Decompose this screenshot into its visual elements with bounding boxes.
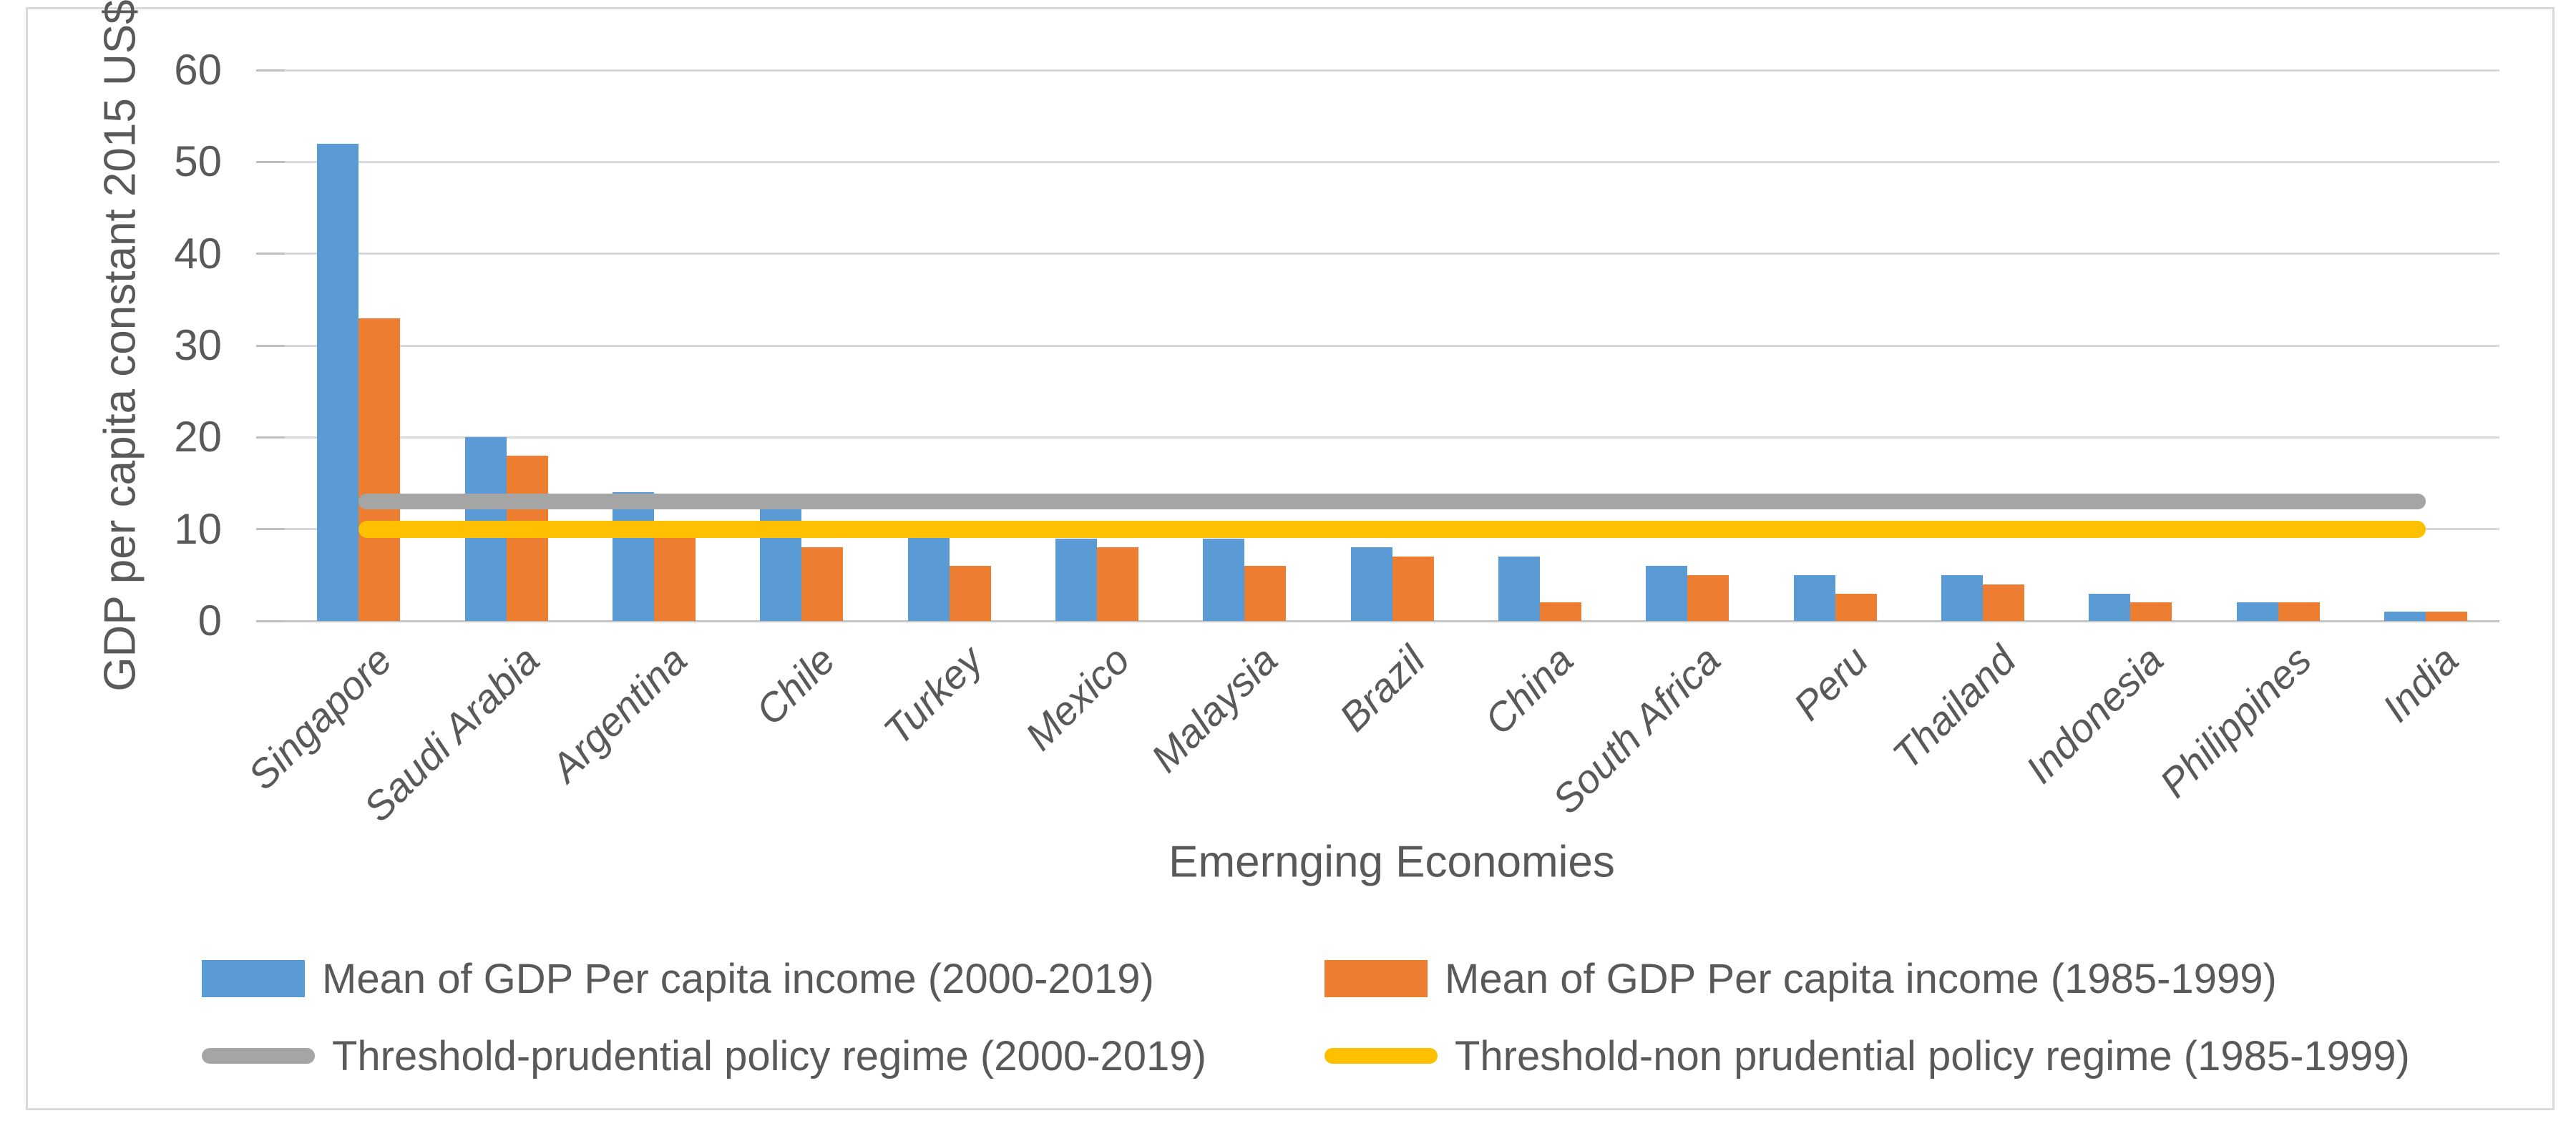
threshold-line-non-prudential	[358, 520, 2426, 538]
bar-2000-2019-indonesia	[2089, 593, 2131, 621]
bar-1985-1999-india	[2425, 612, 2467, 621]
bar-2000-2019-malaysia	[1203, 538, 1245, 621]
bar-1985-1999-peru	[1835, 593, 1877, 621]
legend-label: Threshold-prudential policy regime (2000…	[332, 1032, 1206, 1079]
y-tick-label-40: 40	[174, 229, 222, 278]
x-axis-title: Emernging Economies	[1169, 837, 1615, 887]
y-tick-mark-0	[256, 620, 285, 622]
legend-item-threshold-non-prudential: Threshold-non prudential policy regime (…	[1324, 1033, 2410, 1079]
y-tick-label-0: 0	[197, 597, 222, 645]
bar-1985-1999-south-africa	[1687, 574, 1729, 621]
y-tick-mark-40	[256, 253, 285, 255]
bar-2000-2019-singapore	[317, 143, 359, 621]
bar-1985-1999-turkey	[949, 566, 991, 621]
bar-2000-2019-peru	[1793, 574, 1835, 621]
bar-1985-1999-philippines	[2278, 602, 2320, 621]
y-tick-label-20: 20	[174, 413, 222, 461]
y-tick-mark-50	[256, 160, 285, 163]
bar-2000-2019-argentina	[612, 492, 654, 621]
y-tick-mark-60	[256, 69, 285, 72]
bar-1985-1999-saudi-arabia	[506, 456, 548, 621]
y-tick-label-30: 30	[174, 321, 222, 369]
figure-border	[26, 7, 2555, 1110]
bar-1985-1999-singapore	[358, 318, 401, 621]
bar-2000-2019-china	[1498, 557, 1540, 621]
bar-1985-1999-indonesia	[2130, 602, 2172, 621]
bar-2000-2019-south-africa	[1646, 566, 1688, 621]
bar-2000-2019-turkey	[907, 534, 950, 621]
legend-label: Mean of GDP Per capita income (1985-1999…	[1445, 955, 2277, 1002]
bar-2000-2019-mexico	[1055, 538, 1097, 621]
gridline-60	[285, 69, 2499, 72]
bar-2000-2019-philippines	[2236, 602, 2278, 621]
bar-1985-1999-thailand	[1982, 584, 2024, 621]
legend-swatch-gray-line	[202, 1048, 315, 1064]
y-axis-title: GDP per capita constant 2015 US$	[95, 0, 145, 692]
bar-1985-1999-mexico	[1096, 547, 1138, 621]
legend-swatch-blue-bar	[202, 960, 305, 997]
y-tick-mark-10	[256, 528, 285, 531]
gridline-50	[285, 160, 2499, 163]
y-tick-label-60: 60	[174, 46, 222, 94]
legend-swatch-yellow-line	[1324, 1048, 1438, 1064]
legend-swatch-orange-bar	[1324, 960, 1428, 997]
legend-item-mean-2000-2019: Mean of GDP Per capita income (2000-2019…	[202, 956, 1154, 1002]
bar-1985-1999-malaysia	[1244, 566, 1287, 621]
gridline-0	[285, 620, 2499, 622]
y-tick-label-50: 50	[174, 137, 222, 186]
gridline-30	[285, 344, 2499, 347]
bar-1985-1999-argentina	[653, 534, 696, 621]
bar-2000-2019-brazil	[1350, 547, 1392, 621]
threshold-line-prudential	[358, 494, 2426, 510]
bar-2000-2019-thailand	[1941, 574, 1983, 621]
bar-2000-2019-india	[2384, 612, 2426, 621]
y-tick-mark-20	[256, 436, 285, 439]
gridline-20	[285, 436, 2499, 439]
bar-1985-1999-china	[1539, 602, 1581, 621]
legend-label: Threshold-non prudential policy regime (…	[1455, 1032, 2410, 1079]
legend-item-threshold-prudential: Threshold-prudential policy regime (2000…	[202, 1033, 1206, 1079]
legend-item-mean-1985-1999: Mean of GDP Per capita income (1985-1999…	[1324, 956, 2277, 1002]
y-tick-label-10: 10	[174, 504, 222, 553]
gridline-40	[285, 253, 2499, 255]
legend-label: Mean of GDP Per capita income (2000-2019…	[322, 955, 1154, 1002]
bar-1985-1999-chile	[801, 547, 844, 621]
bar-1985-1999-brazil	[1392, 557, 1434, 621]
y-tick-mark-30	[256, 344, 285, 347]
